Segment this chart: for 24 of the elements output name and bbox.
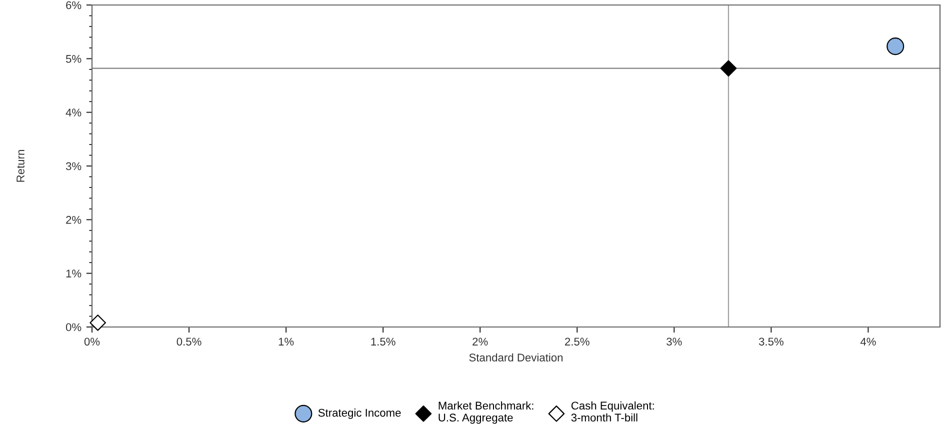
x-tick-label: 2.5% — [565, 338, 590, 346]
x-tick-label: 3% — [666, 338, 682, 346]
x-tick-label: 4% — [860, 338, 876, 346]
y-axis-title: Return — [16, 150, 24, 182]
y-tick-label: 6% — [66, 1, 82, 10]
point — [886, 38, 904, 56]
y-tick-label: 3% — [66, 162, 82, 170]
x-tick-label: 1.5% — [371, 338, 396, 346]
x-tick-label: 0.5% — [176, 338, 202, 346]
point — [90, 314, 106, 331]
legend-label: Cash Equivalent: 3-month T-bill — [571, 401, 654, 422]
y-tick-label: 5% — [66, 54, 82, 63]
y-tick-label: 1% — [66, 270, 82, 278]
x-axis-title: Standard Deviation — [469, 353, 563, 362]
x-tick-label: 0% — [84, 338, 100, 346]
legend-label: Market Benchmark: U.S. Aggregate — [438, 401, 534, 424]
y-tick-label: 2% — [66, 216, 82, 224]
x-tick-label: 1% — [278, 338, 294, 346]
x-tick-label: 2% — [472, 338, 488, 346]
y-tick-label: 0% — [66, 323, 82, 332]
y-tick-label: 4% — [66, 108, 82, 116]
point — [720, 60, 737, 76]
x-tick-label: 3.5% — [758, 338, 784, 346]
legend-label: Strategic Income — [318, 408, 401, 419]
